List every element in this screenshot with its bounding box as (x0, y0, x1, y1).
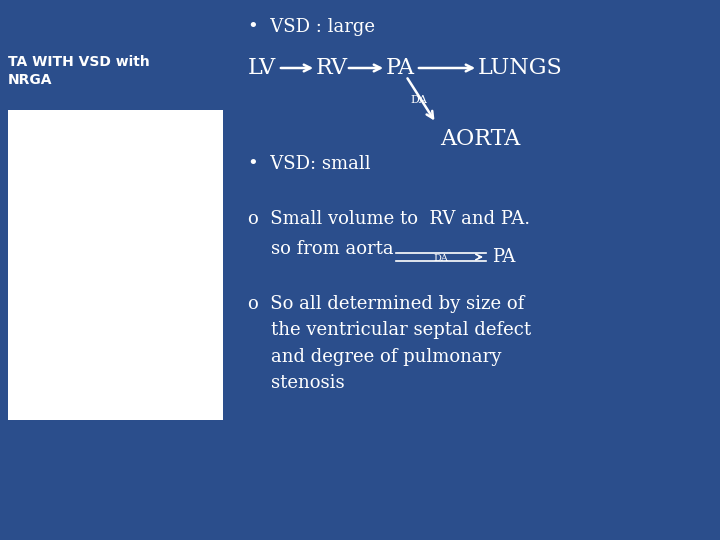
Text: LV: LV (248, 57, 276, 79)
Text: PA: PA (386, 57, 415, 79)
Text: DA: DA (433, 254, 449, 263)
Text: TA WITH VSD with
NRGA: TA WITH VSD with NRGA (8, 55, 150, 87)
Text: DA: DA (410, 95, 427, 105)
Text: so from aorta: so from aorta (248, 240, 394, 258)
Text: AORTA: AORTA (440, 128, 521, 150)
Text: PA: PA (492, 248, 516, 266)
FancyBboxPatch shape (8, 110, 223, 420)
Text: o  So all determined by size of
    the ventricular septal defect
    and degree: o So all determined by size of the ventr… (248, 295, 531, 392)
Text: o  Small volume to  RV and PA.: o Small volume to RV and PA. (248, 210, 530, 228)
Text: RV: RV (316, 57, 348, 79)
Text: •  VSD: small: • VSD: small (248, 155, 371, 173)
Text: LUNGS: LUNGS (478, 57, 563, 79)
Text: •  VSD : large: • VSD : large (248, 18, 375, 36)
